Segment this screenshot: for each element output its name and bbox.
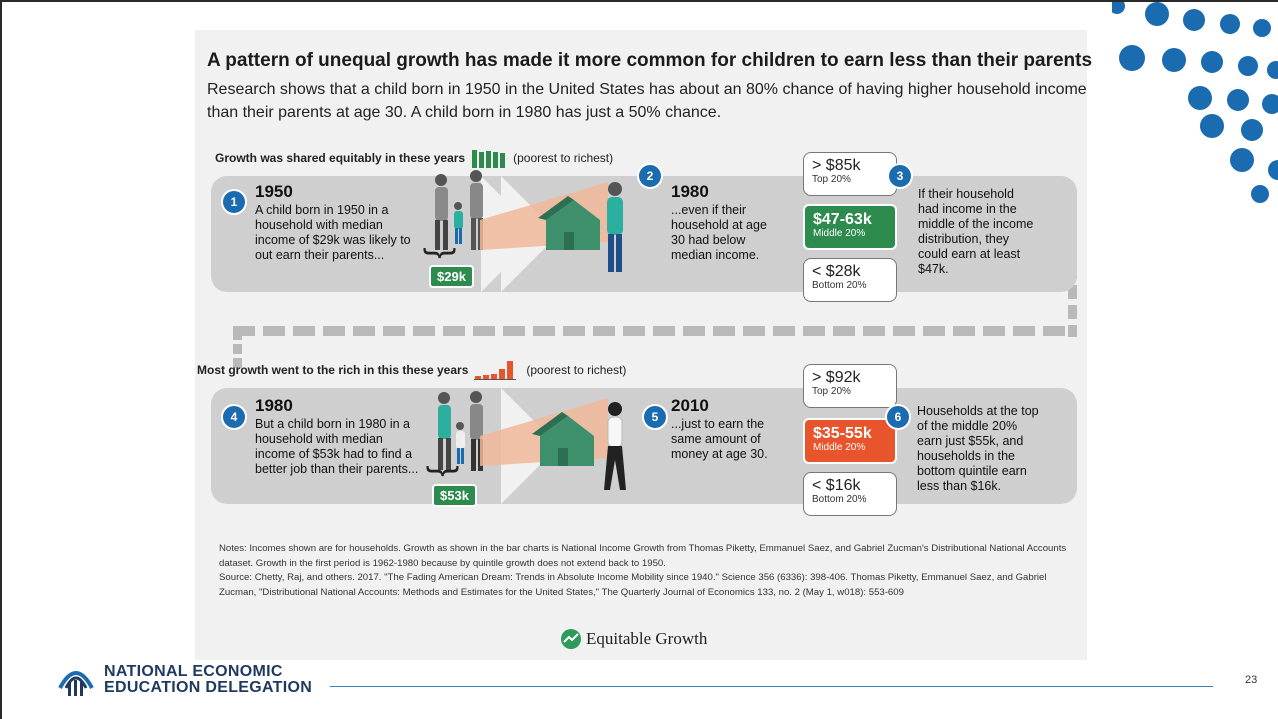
step-1-badge: 1 xyxy=(221,189,247,215)
orange-bar-chart-icon xyxy=(474,361,517,380)
infographic-title: A pattern of unequal growth has made it … xyxy=(207,50,1093,71)
equitable-growth-logo-icon xyxy=(561,629,581,649)
org-name-line-2: EDUCATION DELEGATION xyxy=(104,679,313,696)
step-6-badge: 6 xyxy=(885,404,911,430)
dashed-path-horizontal xyxy=(233,326,1077,336)
top-label-bold: Growth was shared equitably in these yea… xyxy=(215,151,466,165)
brace-icon: } xyxy=(422,247,461,259)
bottom-section-label: Most growth went to the rich in this the… xyxy=(197,360,626,380)
step-1-text: A child born in 1950 in a household with… xyxy=(255,203,411,262)
page-number: 23 xyxy=(1245,674,1258,686)
top-quintile-label-bottom: Top 20% xyxy=(812,386,851,397)
middle-quintile-label-bottom: Middle 20% xyxy=(813,442,866,453)
notes-line-1: Notes: Incomes shown are for households.… xyxy=(219,543,1067,569)
step-2-text: ...even if their household at age 30 had… xyxy=(671,203,767,262)
bottom-quintile-amount-bottom: < $16k xyxy=(812,477,861,494)
bottom-quintile-box-bottom: < $16k Bottom 20% xyxy=(803,472,897,516)
notes-block: Notes: Incomes shown are for households.… xyxy=(219,542,1069,600)
org-name-line-1: NATIONAL ECONOMIC xyxy=(104,663,283,680)
brand-name: Equitable Growth xyxy=(586,629,708,648)
bottom-label-suffix: (poorest to richest) xyxy=(526,363,627,377)
dashed-path-connector xyxy=(233,330,242,370)
step-3-badge: 3 xyxy=(887,163,913,189)
step-5-year: 2010 xyxy=(671,396,709,415)
nationa-economic-education-delegation-logo-icon xyxy=(58,671,94,696)
top-quintile-label: Top 20% xyxy=(812,174,851,185)
top-quintile-amount-bottom: > $92k xyxy=(812,369,861,386)
step-3-text: If their household had income in the mid… xyxy=(918,187,1034,276)
step-4-badge: 4 xyxy=(221,404,247,430)
bottom-quintile-box-top: < $28k Bottom 20% xyxy=(803,258,897,302)
middle-quintile-amount: $47-63k xyxy=(813,211,872,228)
intro-text: Research shows that a child born in 1950… xyxy=(207,81,1087,121)
bottom-quintile-label-bottom: Bottom 20% xyxy=(812,494,867,505)
middle-quintile-box-bottom: $35-55k Middle 20% xyxy=(803,418,897,464)
top-quintile-box-top: > $85k Top 20% xyxy=(803,152,897,196)
step-2-year: 1980 xyxy=(671,182,709,201)
footer-divider xyxy=(330,686,1213,687)
top-quintile-amount: > $85k xyxy=(812,157,861,174)
woman-person-illustration xyxy=(604,402,626,490)
top-label-suffix: (poorest to richest) xyxy=(513,151,614,165)
bottom-quintile-amount: < $28k xyxy=(812,263,861,280)
house-illustration-bottom xyxy=(480,398,608,466)
brace-icon-bottom: } xyxy=(425,465,464,477)
bottom-panel xyxy=(211,388,1077,504)
step-2-badge: 2 xyxy=(637,163,663,189)
middle-quintile-box-top: $47-63k Middle 20% xyxy=(803,204,897,250)
middle-quintile-label: Middle 20% xyxy=(813,228,866,239)
middle-quintile-amount-bottom: $35-55k xyxy=(813,425,872,442)
house-illustration xyxy=(480,182,608,250)
step-1-year: 1950 xyxy=(255,182,293,201)
step-4-year: 1980 xyxy=(255,396,293,415)
median-income-tag-1980: $53k xyxy=(432,484,477,507)
green-bar-chart-icon xyxy=(472,150,506,168)
median-income-tag-1950: $29k xyxy=(429,265,474,288)
step-5-text: ...just to earn the same amount of money… xyxy=(671,417,768,461)
top-quintile-box-bottom: > $92k Top 20% xyxy=(803,364,897,408)
step-6-text: Households at the top of the middle 20% … xyxy=(917,404,1039,493)
footer-logo: NATIONAL ECONOMIC EDUCATION DELEGATION xyxy=(58,662,312,698)
equitable-growth-brand: Equitable Growth xyxy=(560,628,707,650)
bottom-quintile-label: Bottom 20% xyxy=(812,280,867,291)
step-5-badge: 5 xyxy=(642,404,668,430)
top-section-label: Growth was shared equitably in these yea… xyxy=(215,148,613,168)
adult-person-illustration xyxy=(607,182,623,272)
dot-pattern-decoration xyxy=(1112,2,1278,203)
notes-line-2: Source: Chetty, Raj, and others. 2017. "… xyxy=(219,572,1047,598)
infographic: A pattern of unequal growth has made it … xyxy=(195,30,1093,660)
bottom-label-bold: Most growth went to the rich in this the… xyxy=(197,363,469,377)
step-4-text: But a child born in 1980 in a household … xyxy=(255,417,419,476)
